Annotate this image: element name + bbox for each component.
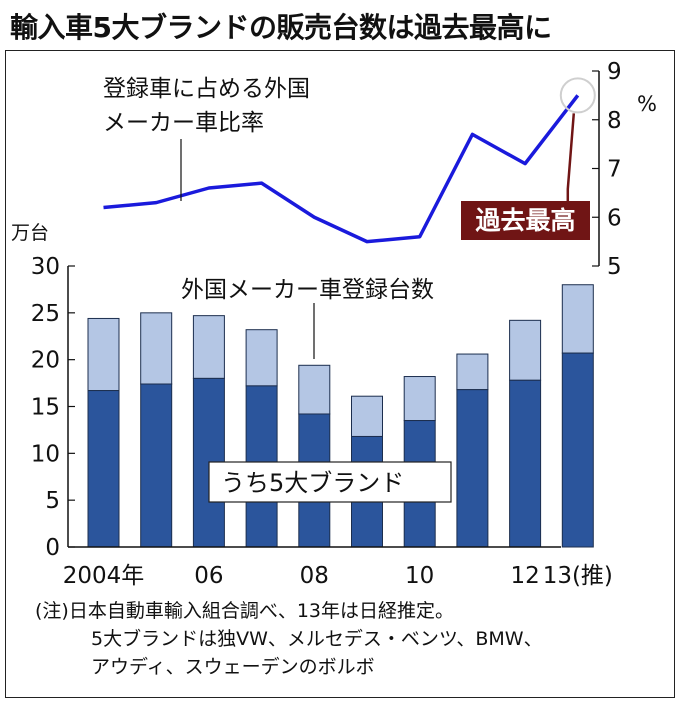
bar-total-upper [87, 317, 120, 392]
chart: 0 5 10 15 20 25 30 万台 2004年 06 08 10 12 13(推) 5 6 7 8 9% 過… [11, 59, 657, 589]
bar-top5 [140, 383, 173, 548]
x-tick-label: 08 [300, 563, 329, 589]
bar-top5 [87, 390, 120, 548]
top5-series-label: うち5大ブランド [221, 469, 404, 497]
x-tick-label: 10 [405, 563, 434, 589]
bar-top5 [509, 379, 542, 548]
line-layer [103, 77, 596, 244]
bar-top5 [561, 352, 594, 548]
highlight-badge [461, 201, 590, 240]
line-label-1: 登録車に占める外国 [103, 76, 310, 102]
highlight-circle [559, 77, 596, 114]
headline: 輸入車5大ブランドの販売台数は過去最高に [10, 11, 552, 44]
left-tick-label: 5 [45, 488, 60, 514]
ratio-line [103, 94, 580, 244]
axes-layer: 0 5 10 15 20 25 30 万台 2004年 06 08 10 12 13(推) 5 6 7 8 9% [11, 59, 657, 589]
bar-total-upper [456, 353, 489, 391]
right-tick-label: 5 [607, 254, 622, 280]
left-tick-label: 30 [31, 254, 60, 280]
footnote-line-3: アウディ、スウェーデンのボルボ [91, 656, 375, 678]
right-tick-label: 6 [607, 205, 622, 231]
footnote-line-2: 5大ブランドは独VW、メルセデス・ベンツ、BMW、 [91, 628, 543, 650]
left-axis-unit: 万台 [11, 222, 49, 244]
x-tick-label: 2004年 [63, 563, 145, 589]
bar-top5 [456, 389, 489, 548]
right-tick-label: 9 [607, 59, 622, 85]
left-tick-label: 20 [31, 348, 60, 374]
chart-panel: 0 5 10 15 20 25 30 万台 2004年 06 08 10 12 13(推) 5 6 7 8 9% 過… [5, 50, 675, 698]
bar-total-upper [351, 395, 383, 437]
left-tick-label: 15 [31, 395, 60, 421]
left-tick-label: 10 [31, 441, 60, 467]
left-tick-label: 25 [31, 301, 60, 327]
bar-total-upper [192, 315, 225, 379]
x-tick-label: 06 [194, 563, 223, 589]
x-tick-label: 13(推) [543, 563, 613, 589]
total-series-label: 外国メーカー車登録台数 [181, 277, 434, 303]
bar-total-upper [561, 284, 594, 354]
bar-total-upper [298, 364, 331, 415]
top5-label-box [208, 461, 452, 503]
left-tick-label: 0 [45, 535, 60, 561]
x-tick-label: 12 [510, 563, 539, 589]
right-axis-unit: % [637, 92, 657, 116]
bar-total-upper [509, 319, 542, 381]
right-tick-label: 8 [607, 108, 622, 134]
bar-layer [87, 284, 594, 548]
bar-total-upper [140, 312, 173, 385]
highlight-callout-line [566, 113, 576, 201]
bar-total-upper [403, 376, 436, 422]
footnote-line-1: (注)日本自動車輸入組合調べ、13年は日経推定。 [35, 600, 455, 622]
right-tick-label: 7 [607, 157, 622, 183]
line-label-2: メーカー車比率 [103, 110, 264, 136]
bar-total-upper [245, 329, 278, 387]
highlight-label: 過去最高 [475, 206, 575, 235]
